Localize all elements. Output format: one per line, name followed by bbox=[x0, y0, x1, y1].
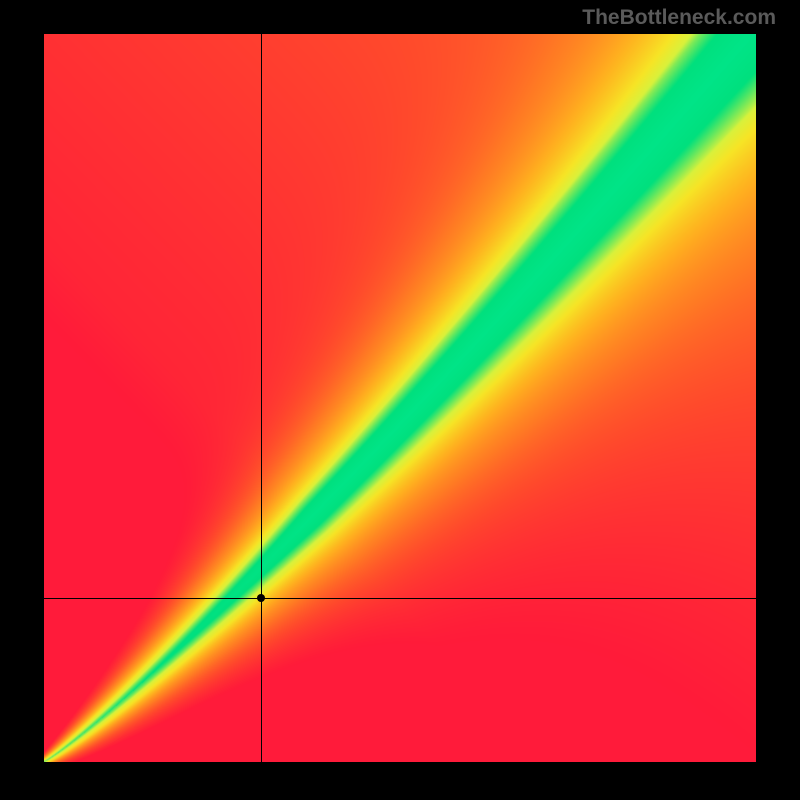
heatmap-canvas bbox=[44, 34, 756, 762]
heatmap-plot bbox=[44, 34, 756, 762]
crosshair-vertical bbox=[261, 34, 262, 762]
watermark-text: TheBottleneck.com bbox=[582, 6, 776, 30]
crosshair-horizontal bbox=[44, 598, 756, 599]
crosshair-marker bbox=[257, 594, 265, 602]
